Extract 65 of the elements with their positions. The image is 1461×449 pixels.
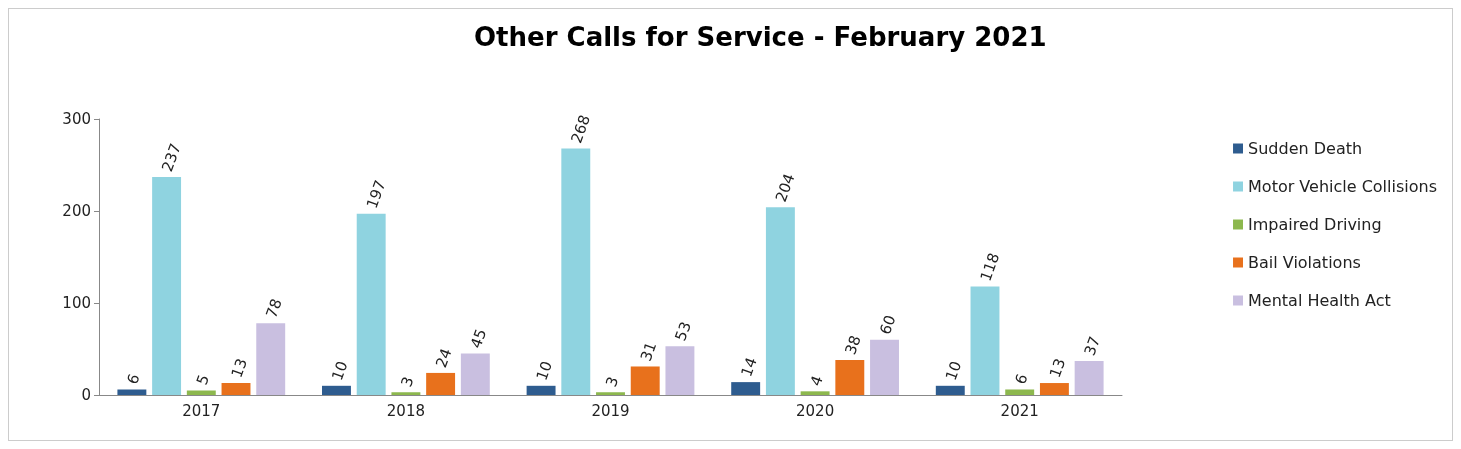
data-label: 31 <box>636 339 661 364</box>
bar <box>322 385 351 395</box>
data-label: 3 <box>602 374 623 390</box>
legend-label: Motor Vehicle Collisions <box>1248 177 1437 196</box>
bar <box>526 385 556 395</box>
bar <box>460 353 490 395</box>
bar <box>870 339 899 395</box>
data-label: 14 <box>737 355 761 380</box>
bar <box>970 286 1000 395</box>
bar <box>665 346 695 395</box>
data-label: 6 <box>123 371 144 387</box>
x-tick-label: 2020 <box>796 401 835 420</box>
bar <box>356 213 386 395</box>
y-tick-label: 200 <box>62 202 91 220</box>
bar <box>596 392 625 395</box>
data-label: 37 <box>1080 333 1105 359</box>
data-label: 204 <box>771 171 799 205</box>
bar <box>835 360 865 395</box>
data-label: 13 <box>1045 356 1070 381</box>
bar <box>1074 360 1104 395</box>
bar <box>1005 389 1035 395</box>
bar <box>800 391 830 395</box>
data-label: 53 <box>671 319 695 344</box>
legend-label: Mental Health Act <box>1248 291 1391 310</box>
data-label: 60 <box>876 312 900 337</box>
data-label: 237 <box>158 140 185 175</box>
bar <box>561 148 591 395</box>
data-label: 5 <box>192 372 214 388</box>
bar <box>426 372 456 395</box>
x-tick-label: 2017 <box>182 401 221 420</box>
legend-label: Sudden Death <box>1248 139 1363 158</box>
legend-label: Bail Violations <box>1248 253 1361 272</box>
x-tick-label: 2021 <box>1000 401 1039 420</box>
data-label: 45 <box>466 326 491 351</box>
data-label: 10 <box>532 358 557 383</box>
data-label: 197 <box>362 177 390 211</box>
bar <box>221 383 251 395</box>
x-tick-label: 2018 <box>386 401 425 420</box>
data-label: 10 <box>328 358 352 383</box>
data-label: 268 <box>567 112 595 146</box>
data-label: 118 <box>976 250 1004 284</box>
bar <box>935 385 965 395</box>
bar <box>765 207 795 395</box>
chart-title: Other Calls for Service - February 2021 <box>474 22 1047 52</box>
data-label: 10 <box>941 358 966 383</box>
data-label: 13 <box>227 356 251 381</box>
data-label: 6 <box>1011 371 1032 387</box>
bar <box>186 390 216 395</box>
bar <box>152 176 182 395</box>
y-tick-label: 100 <box>62 294 91 312</box>
data-label: 3 <box>397 374 418 390</box>
y-tick-label: 0 <box>81 386 91 404</box>
bar <box>391 392 421 395</box>
bar <box>630 366 660 395</box>
data-label: 24 <box>432 345 456 370</box>
data-label: 38 <box>841 333 865 358</box>
x-tick-label: 2019 <box>591 401 630 420</box>
data-label: 4 <box>806 373 827 389</box>
y-tick-label: 300 <box>62 110 91 128</box>
bar <box>117 389 147 395</box>
data-label: 78 <box>262 296 286 321</box>
bar <box>731 382 761 395</box>
legend-label: Impaired Driving <box>1248 215 1382 234</box>
bar <box>1039 383 1069 395</box>
bar <box>256 323 286 395</box>
